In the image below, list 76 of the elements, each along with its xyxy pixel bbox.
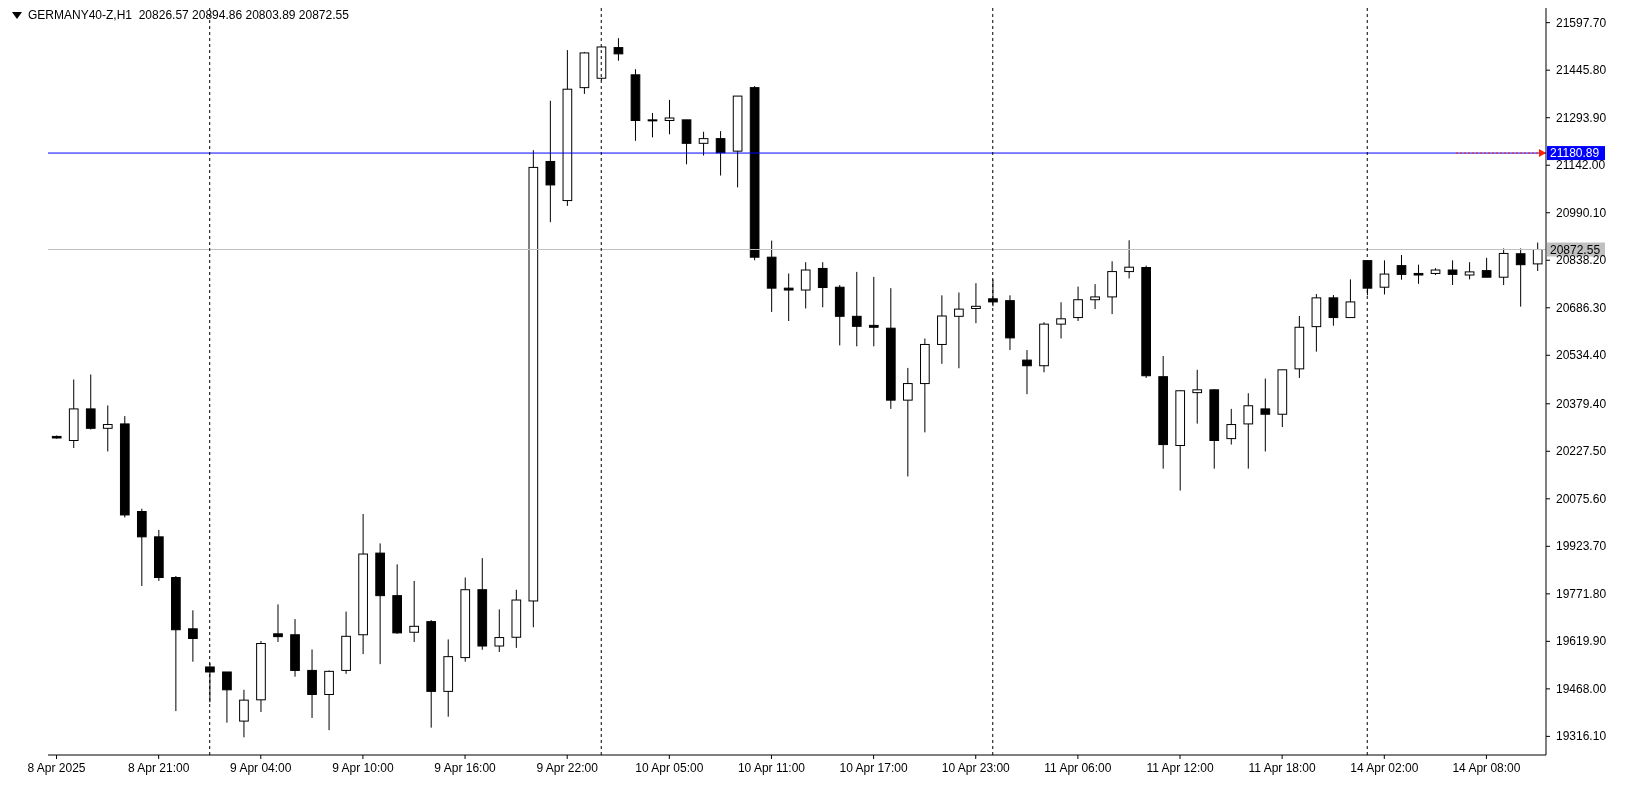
- candlestick: [1345, 278, 1356, 319]
- x-tick-label: 9 Apr 04:00: [230, 761, 292, 775]
- candlestick: [715, 130, 726, 177]
- y-tick-label: 20990.10: [1556, 205, 1607, 220]
- candlestick: [1498, 247, 1509, 286]
- candlestick: [1226, 408, 1237, 446]
- y-tick-label: 20379.40: [1556, 396, 1607, 411]
- candlestick: [1090, 283, 1100, 310]
- candlestick: [971, 282, 981, 324]
- x-tick-label: 14 Apr 08:00: [1452, 761, 1521, 775]
- candlestick: [817, 261, 828, 308]
- candlestick: [783, 272, 794, 322]
- candlestick: [1192, 369, 1203, 425]
- candlestick: [1243, 392, 1254, 470]
- x-tick-label: 9 Apr 16:00: [434, 761, 497, 775]
- y-tick-label: 20075.60: [1556, 491, 1607, 506]
- y-tick-label: 21293.90: [1556, 110, 1607, 125]
- candlestick: [1515, 247, 1526, 308]
- candlestick: [1396, 254, 1407, 281]
- candlestick: [954, 292, 964, 369]
- candlestick: [188, 609, 198, 663]
- y-tick-label: 20686.30: [1556, 300, 1607, 315]
- x-tick-label: 10 Apr 17:00: [839, 761, 908, 775]
- x-tick-label: 10 Apr 05:00: [635, 761, 704, 775]
- y-tick-label: 20227.50: [1556, 444, 1607, 459]
- y-tick-label: 19771.80: [1556, 586, 1607, 601]
- candlestick: [1022, 349, 1032, 395]
- x-tick-label: 9 Apr 10:00: [332, 761, 394, 775]
- candlestick: [1413, 264, 1424, 285]
- candlestick: [1260, 378, 1271, 452]
- chart-title: GERMANY40-Z,H1 20826.57 20894.86 20803.89 20872.55: [28, 8, 349, 22]
- x-tick-label: 8 Apr 21:00: [127, 761, 190, 775]
- x-tick-label: 8 Apr 2025: [27, 761, 86, 775]
- candlestick: [698, 131, 709, 157]
- y-tick-label: 21142.00: [1556, 158, 1606, 173]
- candlestick: [1124, 239, 1134, 279]
- candlestick: [273, 603, 283, 643]
- candlestick: [1056, 301, 1066, 340]
- y-tick-label: 19316.10: [1556, 729, 1607, 744]
- y-tick-label: 21597.70: [1556, 15, 1607, 30]
- candlestick: [1379, 259, 1390, 295]
- candlestick: [102, 404, 113, 452]
- x-tick-label: 10 Apr 23:00: [941, 761, 1011, 775]
- x-tick-label: 14 Apr 02:00: [1350, 761, 1419, 775]
- candlestick: [681, 119, 692, 165]
- y-tick-label: 19468.00: [1556, 681, 1607, 696]
- y-tick-label: 19619.90: [1556, 634, 1607, 649]
- candlestick: [903, 367, 913, 477]
- x-tick-label: 11 Apr 12:00: [1146, 761, 1214, 775]
- y-tick-label: 20534.40: [1556, 348, 1607, 363]
- candlestick: [1481, 257, 1492, 278]
- y-tick-label: 20838.20: [1556, 253, 1607, 268]
- candlestick: [1447, 259, 1458, 286]
- candlestick: [613, 37, 624, 62]
- candlestick: [545, 100, 556, 223]
- candlestick: [800, 261, 811, 309]
- y-tick-label: 19923.70: [1556, 539, 1607, 554]
- candlestick: [222, 671, 232, 724]
- candlestick: [647, 112, 658, 138]
- y-tick-label: 21445.80: [1556, 63, 1607, 78]
- x-tick-label: 10 Apr 11:00: [737, 761, 806, 775]
- x-tick-label: 11 Apr 18:00: [1248, 761, 1317, 775]
- x-tick-label: 9 Apr 22:00: [536, 761, 599, 775]
- candlestick: [1073, 286, 1083, 322]
- ref-line-label: 21180.89: [1550, 146, 1600, 161]
- candlestick: [239, 689, 249, 738]
- candlestick: [324, 669, 334, 731]
- candlestick: [494, 608, 505, 653]
- candlestick: [85, 373, 96, 431]
- x-tick-label: 11 Apr 06:00: [1044, 761, 1112, 775]
- candlestick: [1328, 294, 1339, 327]
- candlestick: [851, 271, 862, 347]
- candlestick: [409, 580, 420, 643]
- candlestick: [664, 99, 675, 135]
- candlestick: [1532, 242, 1543, 272]
- candlestick: [868, 276, 879, 347]
